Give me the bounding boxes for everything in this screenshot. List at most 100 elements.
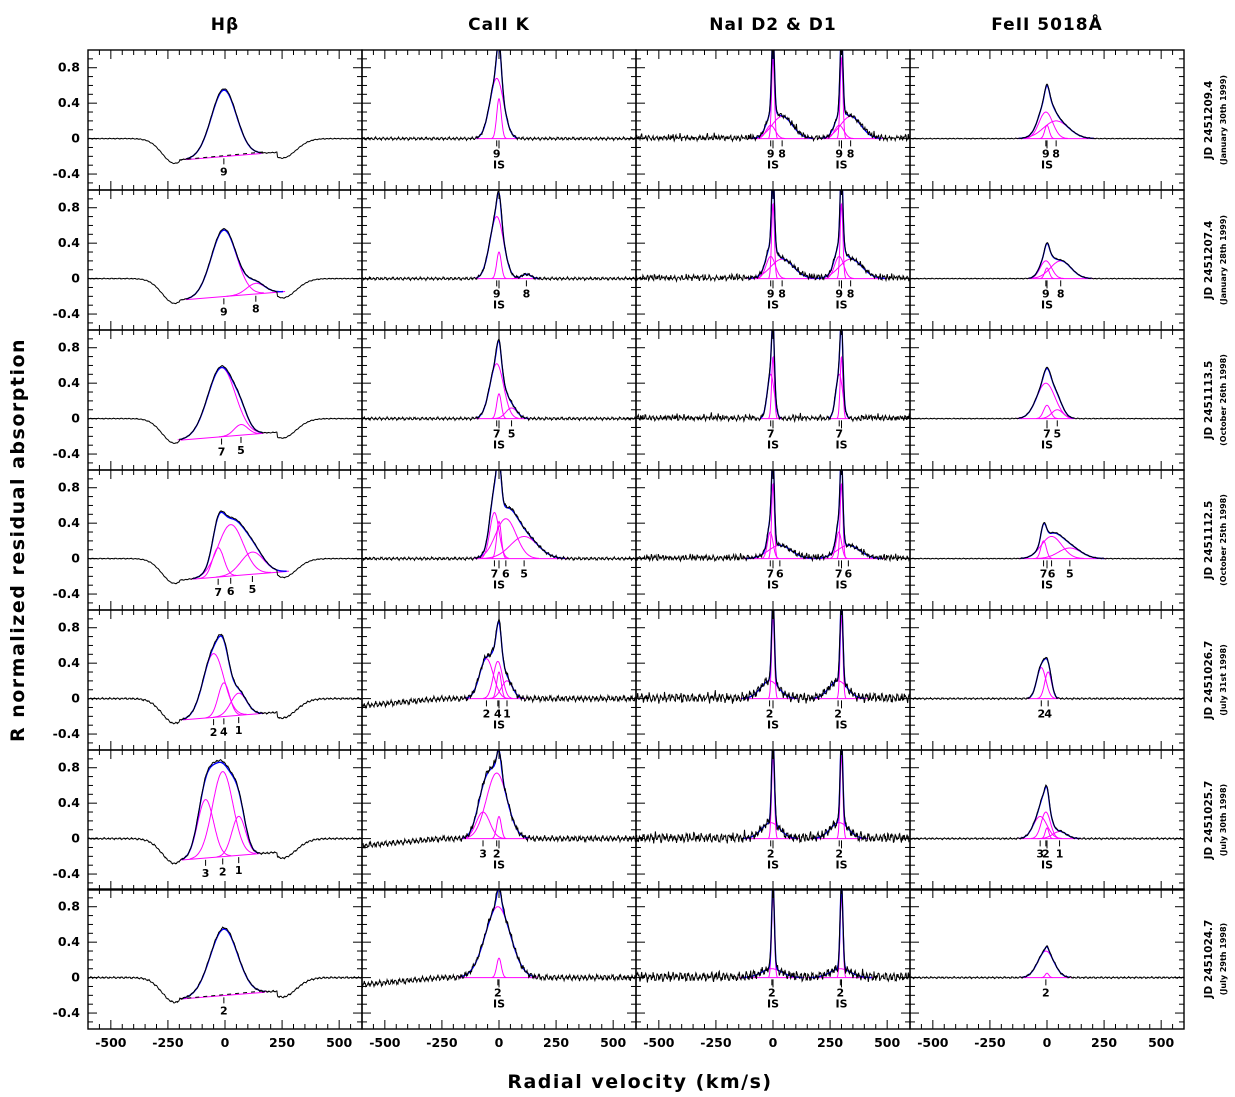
- component-8-curve: [749, 116, 815, 139]
- is-label: IS: [767, 858, 779, 871]
- component-label: 2: [1042, 986, 1050, 999]
- component-label: 5: [249, 583, 257, 596]
- is-label: IS: [767, 298, 779, 311]
- component-2-curve: [189, 771, 256, 860]
- row-jd-label: JD 2451025.7: [1203, 781, 1215, 861]
- component-label: 8: [778, 147, 786, 160]
- row-label: JD 2451024.7 (July 29th 1998): [1203, 920, 1228, 1000]
- component-label: 8: [523, 287, 531, 300]
- panel-plot-area: [636, 330, 910, 424]
- component-label: 6: [776, 567, 784, 580]
- component-label: 9: [1042, 147, 1050, 160]
- y-tick-label: 0: [71, 831, 80, 846]
- y-tick-label: 0.8: [58, 480, 80, 495]
- component-label: 9: [493, 287, 501, 300]
- component-label: 7: [1040, 567, 1048, 580]
- y-tick-label: 0: [71, 271, 80, 286]
- fit-curve: [751, 50, 814, 140]
- panel-c1-r4: 2 4 1IS: [361, 609, 637, 751]
- fit-curve: [1018, 367, 1075, 419]
- is-label: IS: [493, 858, 505, 871]
- component-9-curve: [474, 77, 519, 139]
- component-IS-curve: [491, 671, 507, 699]
- panel-plot-area: [88, 633, 362, 725]
- component-7-curve: [199, 547, 237, 579]
- component-label: 2: [483, 707, 491, 720]
- is-label: IS: [767, 438, 779, 451]
- observed-spectrum: [88, 926, 362, 1004]
- y-axis-title: R normalized residual absorption: [7, 338, 29, 742]
- y-tick-label: 0.4: [58, 375, 80, 390]
- component-IS-curve: [836, 202, 847, 279]
- observed-spectrum: [362, 750, 636, 850]
- panel-plot-area: [910, 784, 1184, 841]
- component-label: 4: [494, 707, 502, 720]
- panel-c0-r5: 3 2 1 0.8 0.4 0 -0.4: [53, 749, 363, 891]
- component-label: 3: [202, 867, 210, 880]
- is-label: IS: [493, 578, 505, 591]
- component-label: 8: [1052, 147, 1060, 160]
- component-label: 9: [1042, 287, 1050, 300]
- y-tick-label: 0.8: [58, 60, 80, 75]
- component-5-curve: [215, 551, 290, 578]
- component-IS-curve: [836, 56, 847, 139]
- component-IS-curve: [768, 753, 778, 839]
- panel-plot-area: [362, 618, 636, 710]
- x-tick-label: -250: [700, 1035, 732, 1050]
- x-tick-label: -500: [643, 1035, 675, 1050]
- component-5-curve: [218, 424, 263, 438]
- fit-curve: [747, 190, 817, 280]
- observed-spectrum: [362, 337, 636, 422]
- row-date-label: (October 25th 1998): [1219, 494, 1228, 586]
- is-label: IS: [767, 578, 779, 591]
- x-tick-label: -500: [95, 1035, 127, 1050]
- component-label: 9: [835, 287, 843, 300]
- component-label: 1: [1056, 847, 1064, 860]
- observed-spectrum: [910, 944, 1184, 980]
- row-label: JD 2451025.7 (July 30th 1998): [1203, 781, 1228, 861]
- is-label: IS: [1041, 578, 1053, 591]
- component-label: 7: [767, 427, 775, 440]
- is-label: IS: [1041, 438, 1053, 451]
- fit-curve: [476, 191, 541, 280]
- component-7-curve: [1036, 404, 1058, 419]
- is-label: IS: [493, 438, 505, 451]
- column-title: FeII 5018Å: [991, 12, 1103, 35]
- component-4-curve: [483, 660, 513, 699]
- component-label: 9: [767, 287, 775, 300]
- column-title: NaI D2 & D1: [709, 15, 837, 35]
- component-label: 6: [502, 567, 510, 580]
- panel-frame: [909, 888, 1185, 1030]
- component-baseline: [180, 432, 263, 441]
- y-tick-label: 0.8: [58, 899, 80, 914]
- component-IS-curve: [836, 482, 847, 559]
- component-label: 6: [845, 567, 853, 580]
- component-baseline: [182, 712, 263, 721]
- is-label: IS: [835, 438, 847, 451]
- row-jd-label: JD 2451113.5: [1203, 361, 1215, 441]
- y-tick-label: -0.4: [53, 306, 81, 321]
- fit-curve: [182, 928, 266, 999]
- observed-spectrum: [910, 521, 1184, 560]
- y-tick-label: -0.4: [53, 166, 81, 181]
- component-label: 8: [847, 287, 855, 300]
- panel-c0-r6: 2 0.8 0.4 0 -0.4 -500 -250 0 250 500: [53, 888, 363, 1050]
- component-7-curve: [474, 363, 519, 419]
- panel-plot-area: [362, 750, 636, 850]
- is-label: IS: [835, 298, 847, 311]
- component-label: 1: [235, 864, 243, 877]
- x-tick-label: 250: [1091, 1035, 1117, 1050]
- component-IS-curve: [1041, 827, 1053, 839]
- is-label: IS: [767, 158, 779, 171]
- component-IS-curve: [491, 520, 507, 559]
- fit-curve: [465, 620, 525, 700]
- component-label: 4: [1044, 707, 1052, 720]
- panel-plot-area: [636, 470, 910, 563]
- component-baseline: [186, 291, 284, 301]
- y-tick-label: 0.4: [58, 655, 80, 670]
- component-2-curve: [464, 658, 509, 699]
- component-label: 2: [220, 1004, 228, 1017]
